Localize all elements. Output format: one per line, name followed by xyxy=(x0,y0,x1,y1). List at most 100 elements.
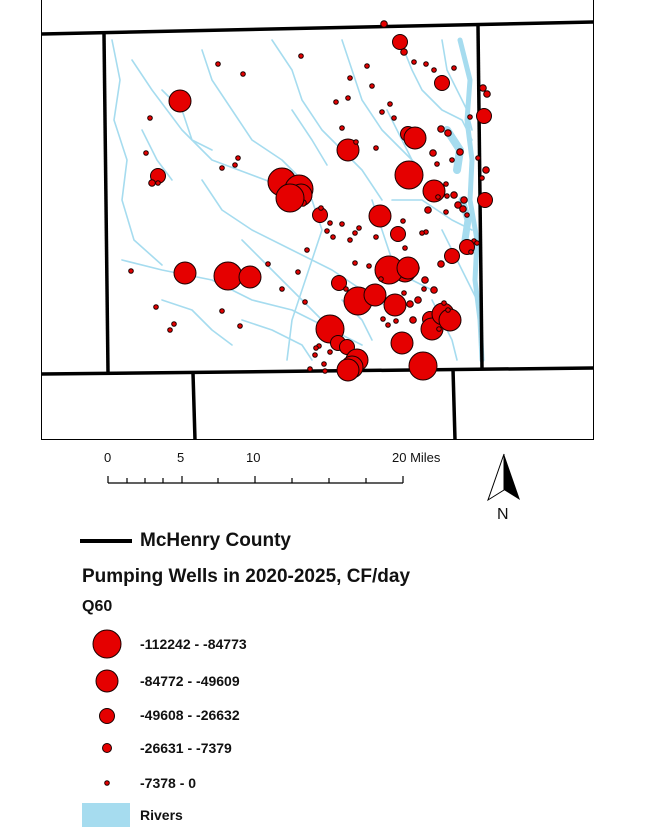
well-symbol xyxy=(477,192,493,208)
well-symbol xyxy=(394,160,424,190)
well-symbol xyxy=(444,129,452,137)
well-symbol xyxy=(313,345,319,351)
well-symbol xyxy=(443,209,449,215)
map-canvas xyxy=(42,20,593,439)
well-symbol xyxy=(451,65,457,71)
well-symbol xyxy=(173,261,197,285)
well-symbol xyxy=(302,299,308,305)
well-symbol xyxy=(331,275,347,291)
well-symbol xyxy=(363,283,387,307)
well-symbol xyxy=(391,115,397,121)
well-symbol xyxy=(380,20,388,28)
well-symbol xyxy=(240,71,246,77)
well-symbol xyxy=(232,162,238,168)
well-symbol xyxy=(387,101,393,107)
well-symbol xyxy=(403,126,427,150)
well-symbol xyxy=(327,220,333,226)
well-symbol xyxy=(483,90,491,98)
map-frame[interactable] xyxy=(41,0,594,440)
well-symbol xyxy=(390,226,406,242)
legend-class-label: -26631 - -7379 xyxy=(140,740,232,756)
well-symbol xyxy=(238,265,262,289)
well-symbol xyxy=(279,286,285,292)
legend-symbol-class-4 xyxy=(95,669,119,693)
scale-tick-5: 5 xyxy=(177,450,185,465)
county-boundaries xyxy=(42,20,593,439)
well-symbol xyxy=(128,268,134,274)
lower-county-divider xyxy=(191,372,197,439)
well-symbol xyxy=(347,75,353,81)
well-symbol xyxy=(380,316,386,322)
well-symbol xyxy=(476,108,492,124)
lower-county-divider xyxy=(451,368,457,439)
well-symbol xyxy=(435,194,441,200)
well-symbol xyxy=(445,307,451,313)
well-symbol xyxy=(449,157,455,163)
well-symbol xyxy=(429,149,437,157)
well-symbol xyxy=(298,53,304,59)
well-symbol xyxy=(168,89,192,113)
well-symbol xyxy=(402,245,408,251)
well-symbol xyxy=(295,269,301,275)
well-symbol xyxy=(352,260,358,266)
well-symbol xyxy=(312,352,318,358)
legend-symbols xyxy=(92,629,122,786)
well-symbol xyxy=(307,366,313,372)
legend-rivers-label: Rivers xyxy=(140,807,183,823)
well-symbol xyxy=(400,218,406,224)
rivers-swatch xyxy=(82,803,130,827)
well-symbol xyxy=(171,321,177,327)
river xyxy=(341,39,423,171)
well-symbol xyxy=(437,125,445,133)
well-symbol xyxy=(347,237,353,243)
river xyxy=(401,44,473,141)
legend-class-label: -7378 - 0 xyxy=(140,775,197,791)
well-symbol xyxy=(339,125,345,131)
north-label: N xyxy=(497,506,509,523)
well-symbol xyxy=(454,201,462,209)
river xyxy=(271,39,383,201)
county-west-border xyxy=(102,33,110,373)
river xyxy=(391,199,473,231)
well-symbol xyxy=(364,63,370,69)
fox-river xyxy=(457,37,485,363)
river xyxy=(286,199,323,361)
well-symbol xyxy=(339,221,345,227)
legend-symbol-class-3 xyxy=(99,708,115,724)
well-symbol xyxy=(353,139,359,145)
well-symbol xyxy=(369,83,375,89)
pumping-wells xyxy=(128,20,493,382)
well-symbol xyxy=(147,115,153,121)
scale-tick-20: 20 Miles xyxy=(392,450,441,465)
well-symbol xyxy=(475,155,481,161)
well-symbol xyxy=(431,67,437,73)
well-symbol xyxy=(237,323,243,329)
legend-wells-title: Pumping Wells in 2020-2025, CF/day xyxy=(82,566,411,587)
scale-tick-0: 0 xyxy=(104,450,112,465)
well-symbol xyxy=(265,261,271,267)
well-symbol xyxy=(464,212,470,218)
river xyxy=(241,319,313,361)
scale-tick-10: 10 xyxy=(246,450,261,465)
well-symbol xyxy=(321,361,327,367)
well-symbol xyxy=(456,148,464,156)
well-symbol xyxy=(482,166,490,174)
legend-class-label: -112242 - -84773 xyxy=(140,636,247,652)
well-symbol xyxy=(421,286,427,292)
river xyxy=(201,49,303,181)
well-symbol xyxy=(383,293,407,317)
river xyxy=(111,39,163,266)
well-symbol xyxy=(352,230,358,236)
legend-symbol-class-5 xyxy=(92,629,122,659)
well-symbol xyxy=(143,150,149,156)
well-symbol xyxy=(424,206,432,214)
well-symbol xyxy=(434,75,450,91)
county-top-border xyxy=(42,20,593,36)
well-symbol xyxy=(378,276,384,282)
legend-class-label: -84772 - -49609 xyxy=(140,673,240,689)
well-symbol xyxy=(330,234,336,240)
river xyxy=(161,299,233,346)
county-bottom-border xyxy=(42,366,593,376)
well-symbol xyxy=(343,286,349,292)
well-symbol xyxy=(155,180,161,186)
